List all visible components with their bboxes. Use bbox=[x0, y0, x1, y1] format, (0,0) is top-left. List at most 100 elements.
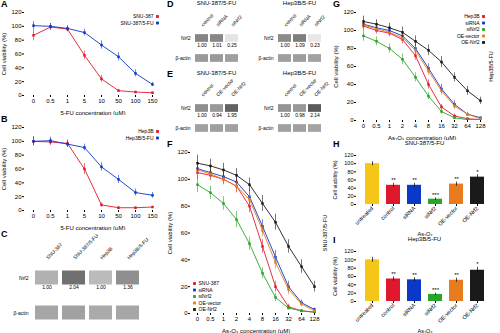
svg-text:siRNA: siRNA bbox=[465, 20, 480, 26]
svg-text:SNU-387/5-FU: SNU-387/5-FU bbox=[322, 215, 328, 251]
svg-text:1: 1 bbox=[66, 98, 70, 104]
svg-text:32: 32 bbox=[451, 123, 458, 129]
svg-text:1.00: 1.00 bbox=[280, 42, 290, 48]
svg-text:1: 1 bbox=[222, 316, 226, 322]
svg-text:40: 40 bbox=[347, 282, 353, 288]
svg-text:untreated: untreated bbox=[354, 205, 375, 226]
svg-text:0: 0 bbox=[32, 98, 36, 104]
svg-text:control: control bbox=[380, 302, 396, 318]
svg-text:Cell viability (%): Cell viability (%) bbox=[332, 160, 338, 199]
svg-text:60: 60 bbox=[181, 230, 188, 236]
svg-text:OE-Nrf2: OE-Nrf2 bbox=[230, 80, 247, 97]
svg-text:128: 128 bbox=[309, 316, 320, 322]
svg-text:Cell viability (%): Cell viability (%) bbox=[167, 212, 173, 255]
svg-text:Hep3B/5-FU: Hep3B/5-FU bbox=[126, 135, 154, 141]
svg-text:100: 100 bbox=[11, 138, 22, 144]
svg-text:80: 80 bbox=[15, 37, 22, 43]
svg-text:control: control bbox=[200, 82, 215, 97]
svg-text:80: 80 bbox=[15, 152, 22, 158]
svg-text:OE-vector: OE-vector bbox=[199, 300, 222, 306]
svg-text:siNrf2: siNrf2 bbox=[230, 14, 244, 28]
svg-text:40: 40 bbox=[181, 257, 188, 263]
svg-text:128: 128 bbox=[475, 123, 486, 129]
svg-text:**: ** bbox=[454, 176, 459, 182]
svg-text:0: 0 bbox=[18, 92, 22, 98]
svg-text:As₂O₃ concentration (μM): As₂O₃ concentration (μM) bbox=[222, 328, 290, 333]
svg-text:80: 80 bbox=[347, 265, 353, 271]
svg-text:Hep3B/5-FU: Hep3B/5-FU bbox=[126, 236, 150, 260]
svg-text:1.00: 1.00 bbox=[42, 284, 52, 290]
svg-text:16: 16 bbox=[438, 123, 445, 129]
svg-text:1.00: 1.00 bbox=[197, 112, 207, 118]
svg-text:80: 80 bbox=[347, 169, 353, 175]
svg-text:60: 60 bbox=[347, 273, 353, 279]
svg-text:*: * bbox=[476, 169, 479, 175]
svg-text:Cell viability (%): Cell viability (%) bbox=[1, 148, 7, 191]
svg-text:1.00: 1.00 bbox=[197, 42, 207, 48]
svg-text:Hep3B: Hep3B bbox=[464, 13, 480, 19]
svg-text:20: 20 bbox=[347, 290, 353, 296]
svg-text:4: 4 bbox=[414, 123, 418, 129]
svg-text:0.5: 0.5 bbox=[46, 213, 55, 219]
svg-text:siNrf2: siNrf2 bbox=[423, 302, 437, 316]
svg-text:20: 20 bbox=[347, 99, 354, 105]
svg-text:As₂O₃ concentration (μM): As₂O₃ concentration (μM) bbox=[388, 135, 456, 141]
svg-text:0: 0 bbox=[196, 316, 200, 322]
svg-text:0: 0 bbox=[184, 310, 188, 316]
svg-text:100: 100 bbox=[343, 27, 354, 33]
svg-text:60: 60 bbox=[347, 177, 353, 183]
svg-text:2.14: 2.14 bbox=[310, 112, 320, 118]
svg-text:Hep3B: Hep3B bbox=[138, 128, 154, 134]
svg-text:8: 8 bbox=[261, 316, 265, 322]
svg-text:5: 5 bbox=[83, 213, 87, 219]
svg-text:64: 64 bbox=[298, 316, 305, 322]
svg-text:OE-Nrf2: OE-Nrf2 bbox=[313, 80, 330, 97]
svg-text:Hep3B/5-FU: Hep3B/5-FU bbox=[488, 51, 494, 82]
svg-text:Nrf2: Nrf2 bbox=[181, 105, 191, 111]
svg-text:100: 100 bbox=[130, 213, 141, 219]
svg-text:siNrf2: siNrf2 bbox=[466, 26, 479, 32]
svg-text:120: 120 bbox=[11, 9, 22, 15]
svg-text:60: 60 bbox=[15, 166, 22, 172]
svg-text:control: control bbox=[283, 82, 298, 97]
svg-text:Nrf2: Nrf2 bbox=[19, 275, 29, 281]
svg-text:untreated: untreated bbox=[354, 302, 375, 323]
svg-text:120: 120 bbox=[11, 124, 22, 130]
svg-text:As₂O₃: As₂O₃ bbox=[417, 328, 432, 333]
svg-text:1: 1 bbox=[388, 123, 392, 129]
svg-text:4: 4 bbox=[248, 316, 252, 322]
svg-text:10: 10 bbox=[98, 213, 105, 219]
svg-text:**: ** bbox=[391, 177, 396, 183]
svg-text:5: 5 bbox=[83, 98, 87, 104]
svg-text:0.5: 0.5 bbox=[372, 123, 381, 129]
svg-text:Cell viability (%): Cell viability (%) bbox=[333, 45, 339, 88]
svg-text:20: 20 bbox=[15, 79, 22, 85]
svg-text:0.94: 0.94 bbox=[212, 112, 222, 118]
svg-text:SNU-387/5-FU: SNU-387/5-FU bbox=[72, 232, 100, 260]
svg-text:40: 40 bbox=[347, 185, 353, 191]
svg-text:**: ** bbox=[412, 272, 417, 278]
svg-text:40: 40 bbox=[347, 81, 354, 87]
svg-text:2: 2 bbox=[235, 316, 239, 322]
svg-text:**: ** bbox=[391, 271, 396, 277]
svg-text:0.23: 0.23 bbox=[310, 42, 320, 48]
svg-text:32: 32 bbox=[285, 316, 292, 322]
svg-text:***: *** bbox=[432, 287, 440, 293]
svg-text:64: 64 bbox=[464, 123, 471, 129]
svg-text:100: 100 bbox=[177, 176, 188, 182]
svg-text:β-actin: β-actin bbox=[175, 55, 190, 61]
svg-text:*: * bbox=[476, 261, 479, 267]
svg-text:**: ** bbox=[412, 177, 417, 183]
svg-text:50: 50 bbox=[115, 98, 122, 104]
svg-text:40: 40 bbox=[15, 180, 22, 186]
svg-text:1: 1 bbox=[66, 213, 70, 219]
svg-text:100: 100 bbox=[344, 160, 353, 166]
svg-text:0: 0 bbox=[350, 201, 353, 207]
svg-text:Cell viability (%): Cell viability (%) bbox=[1, 33, 7, 76]
svg-text:Nrf2: Nrf2 bbox=[264, 35, 274, 41]
svg-text:20: 20 bbox=[347, 193, 353, 199]
svg-text:100: 100 bbox=[130, 98, 141, 104]
svg-text:0: 0 bbox=[362, 123, 366, 129]
svg-text:β-actin: β-actin bbox=[175, 125, 190, 131]
svg-text:siRNA: siRNA bbox=[401, 205, 416, 220]
